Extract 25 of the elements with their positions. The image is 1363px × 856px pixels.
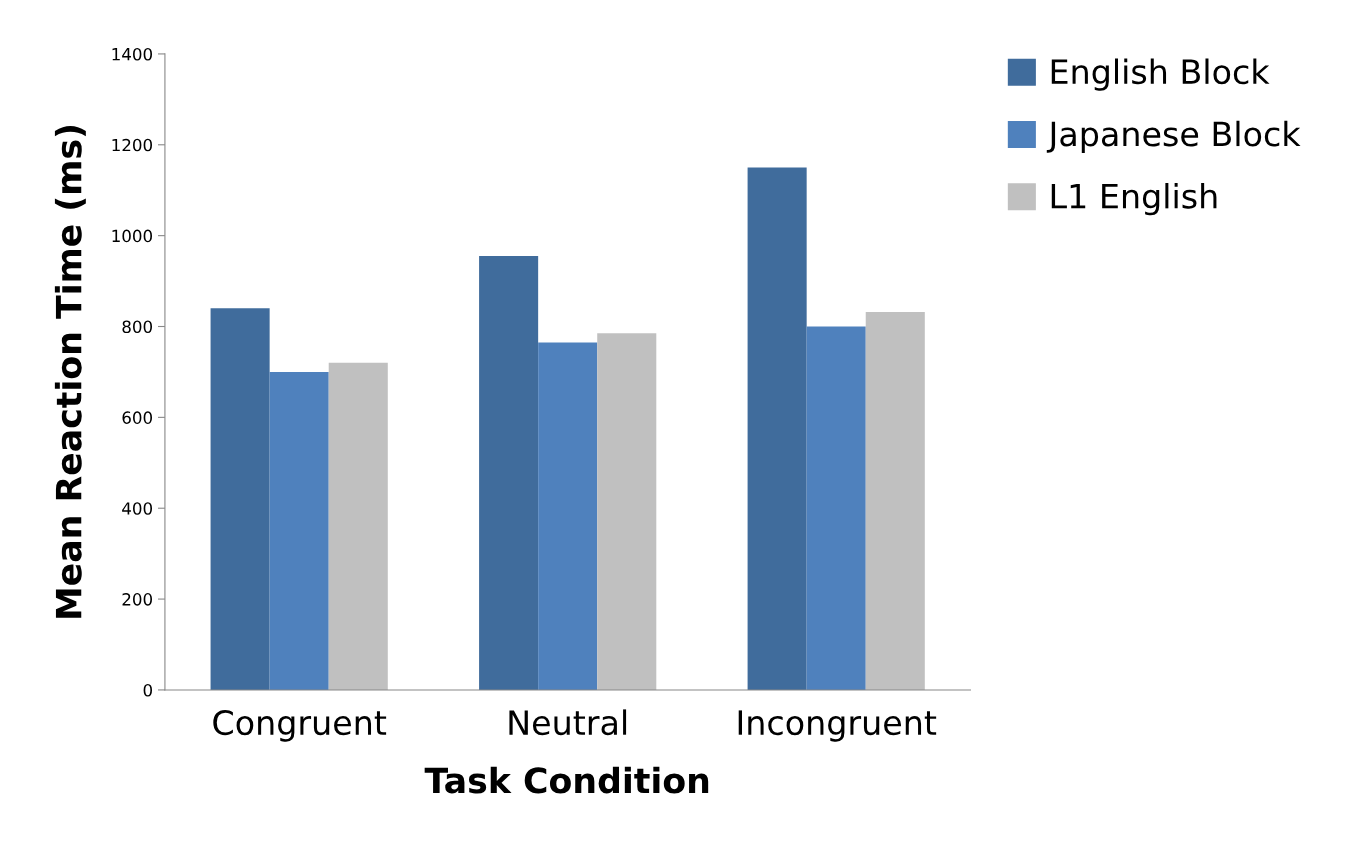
bar [597, 333, 657, 690]
bar [479, 256, 539, 690]
bar [538, 342, 598, 690]
bar [210, 308, 270, 690]
bar [806, 326, 866, 690]
y-axis-title: Mean Reaction Time (ms) [54, 126, 86, 618]
y-tick-label: 800 [122, 320, 153, 334]
y-tick-label: 1400 [112, 47, 153, 61]
x-tick-label: Incongruent [738, 710, 937, 742]
legend-label: Japanese Block [1046, 120, 1301, 154]
bar [865, 311, 925, 690]
x-axis-title: Task Condition [424, 766, 709, 794]
y-tick-label: 600 [122, 411, 153, 424]
bar [328, 362, 388, 690]
y-tick-label: 400 [122, 502, 153, 515]
legend-label: L1 English [1051, 183, 1217, 216]
y-tick-label: 0 [143, 683, 153, 697]
y-tick-label: 200 [122, 593, 153, 606]
y-tick-label: 1200 [112, 138, 153, 152]
legend-label: English Block [1051, 58, 1270, 91]
x-tick-label: Neutral [509, 709, 627, 736]
bar [269, 371, 329, 690]
y-tick-label: 1000 [112, 229, 153, 243]
bar [747, 167, 807, 690]
x-tick-label: Congruent [213, 709, 387, 742]
